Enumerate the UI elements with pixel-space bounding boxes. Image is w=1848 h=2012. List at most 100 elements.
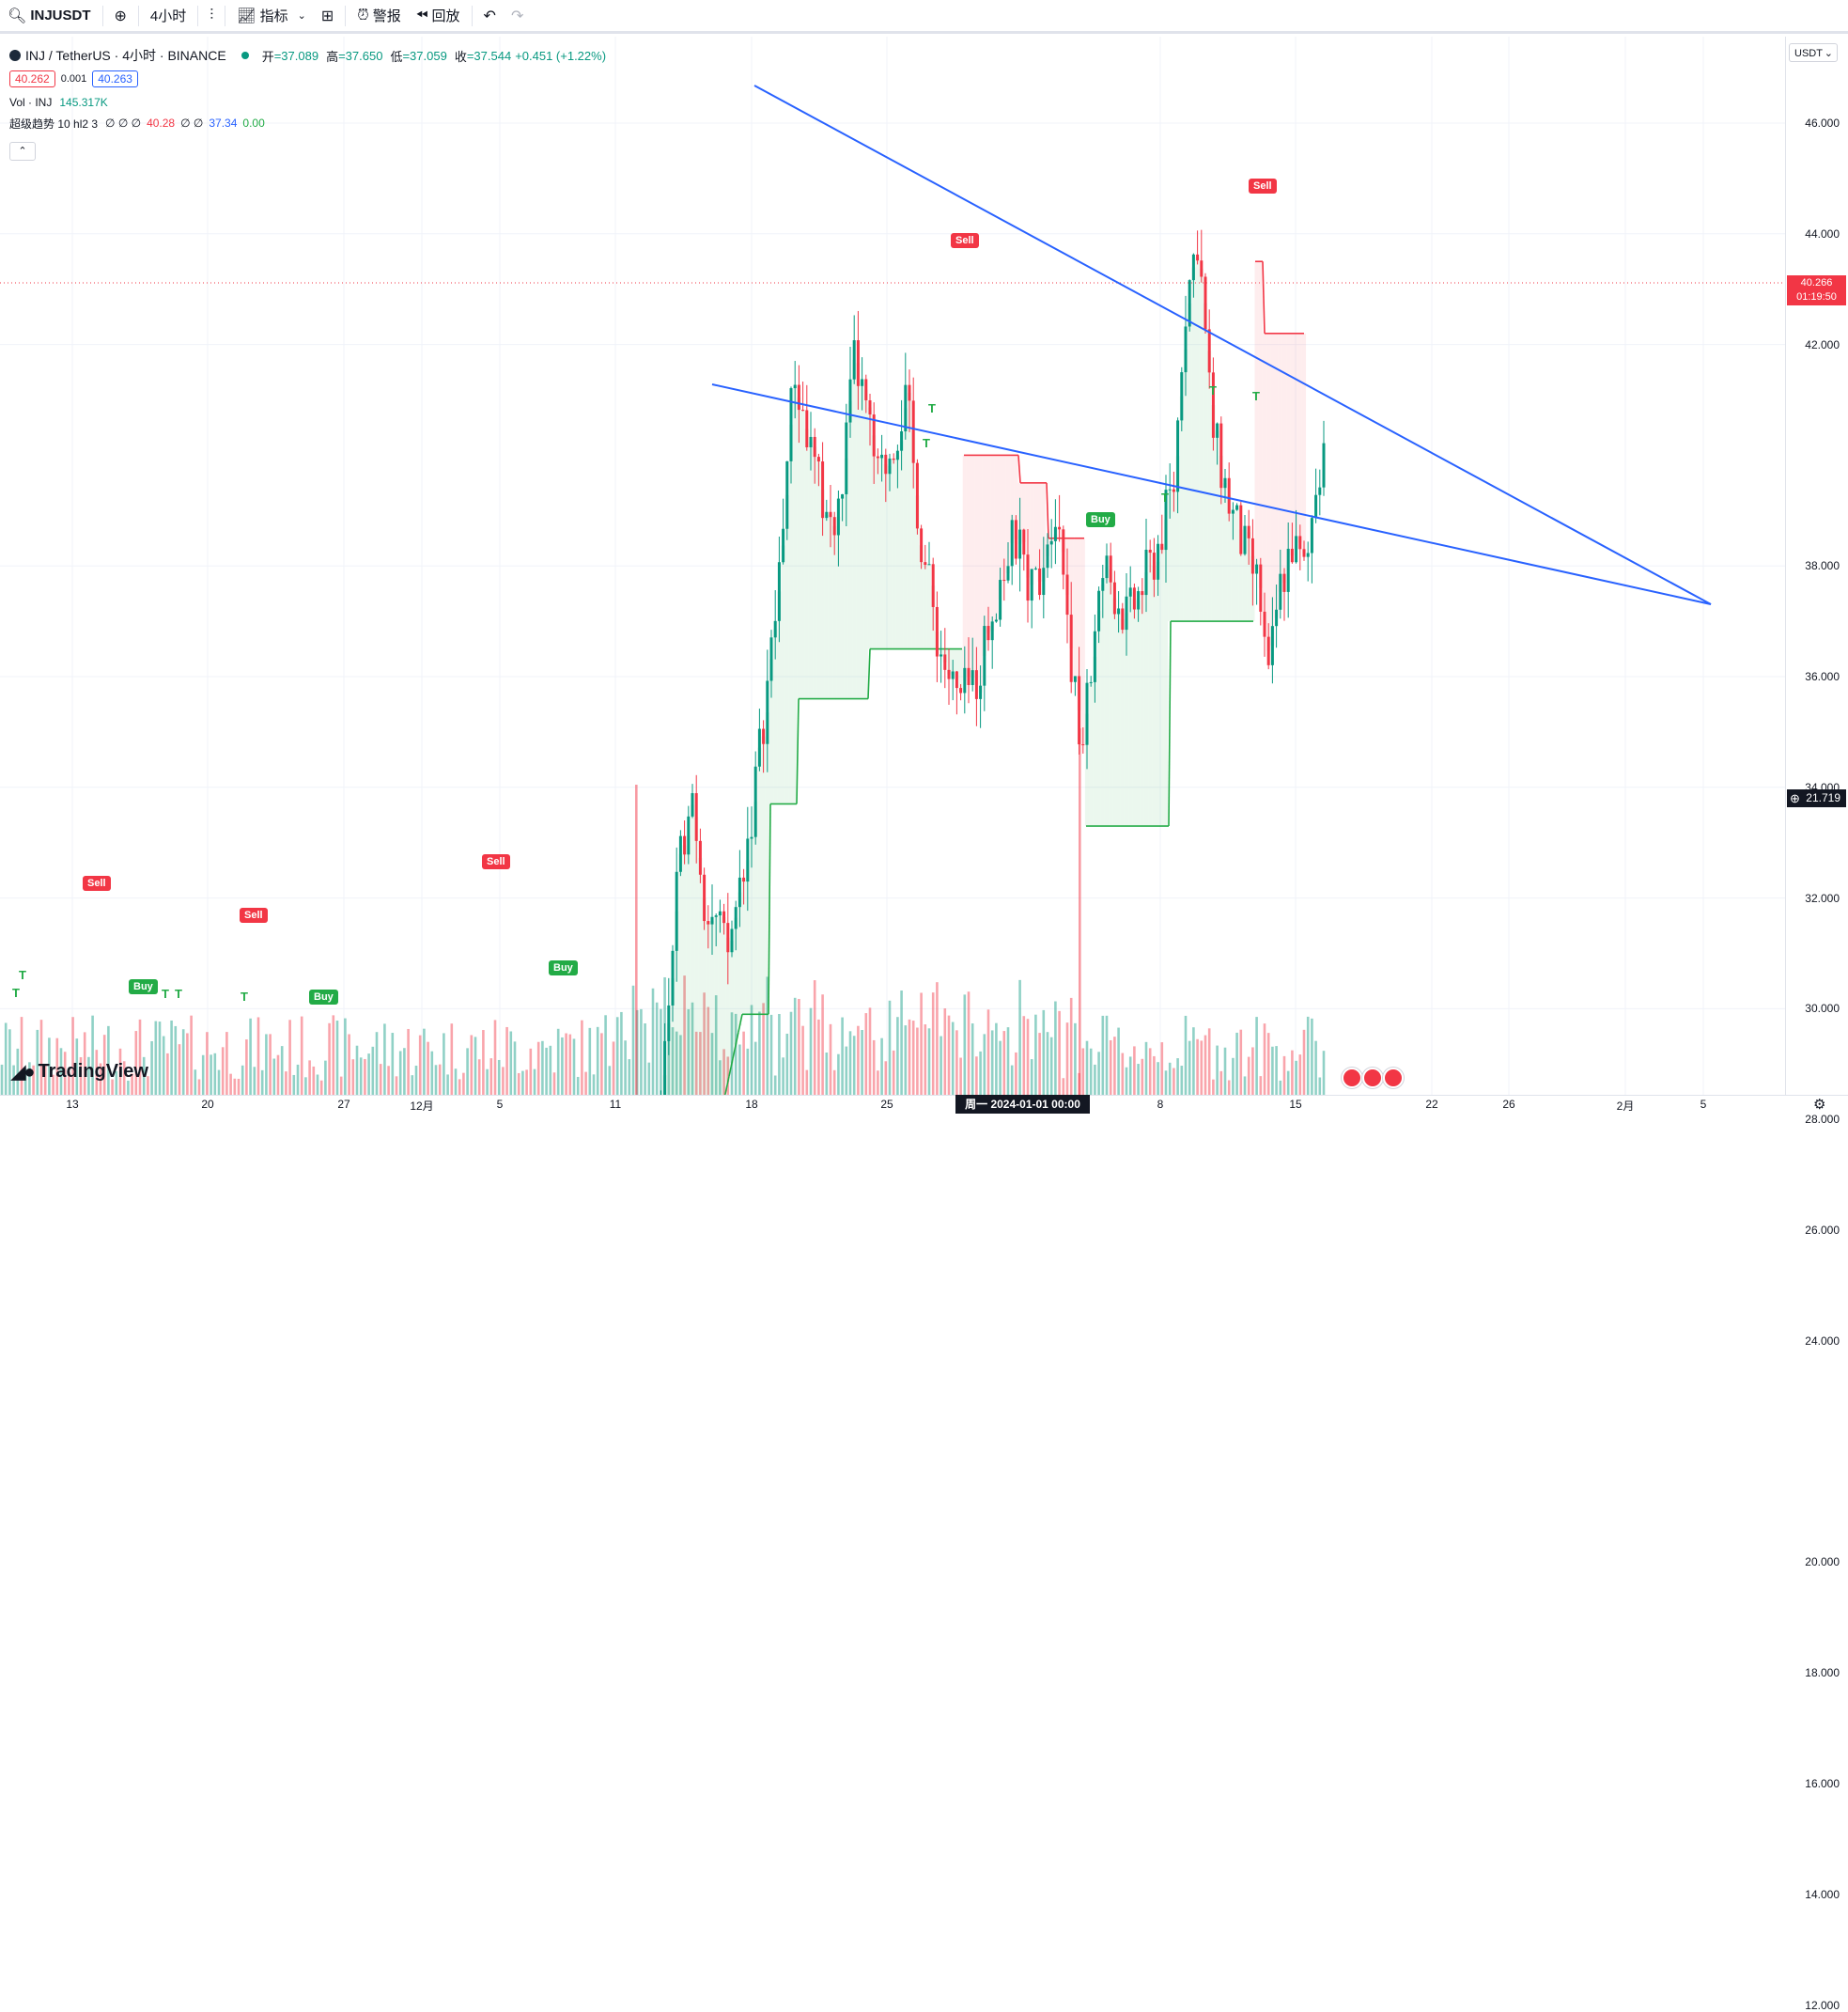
supertrend-fill: [1120, 618, 1125, 827]
candle-body: [789, 388, 793, 461]
volume-bar: [225, 1032, 228, 1095]
candle-body: [999, 580, 1002, 620]
chart-type-button[interactable]: ⫶: [202, 0, 221, 33]
interval-label: 4小时: [149, 8, 187, 24]
candle-body: [900, 431, 904, 451]
supertrend-line: [1262, 261, 1266, 334]
volume-bar: [536, 1041, 540, 1095]
close-value: =37.544: [466, 48, 512, 63]
volume-bar: [1295, 1060, 1297, 1095]
rewind-icon: ⏪︎: [415, 7, 428, 23]
replay-button[interactable]: ⏪︎ 回放: [409, 0, 468, 33]
price-axis[interactable]: 46.000 44.000 42.000 38.000 36.000 34.000 32.0…: [1785, 37, 1848, 2012]
t-signal: T: [162, 987, 169, 1001]
volume-bar: [631, 985, 635, 1095]
volume-bar: [707, 1006, 710, 1095]
supertrend-fill: [804, 429, 809, 699]
candle-body: [1204, 276, 1207, 330]
volume-bar: [213, 1053, 217, 1095]
price-tick-label: 44.000: [1805, 226, 1840, 241]
price-tick-label: 12.000: [1805, 1998, 1840, 2012]
volume-bar: [304, 1077, 307, 1095]
us-flag-event-icon[interactable]: [1362, 1068, 1383, 1088]
supertrend-label[interactable]: 超级趋势 10 hl2 3: [9, 117, 99, 131]
volume-label[interactable]: Vol · INJ: [9, 96, 53, 109]
trendline-lower[interactable]: [711, 383, 1712, 605]
volume-bar: [138, 1019, 142, 1095]
volume-bar: [1227, 1080, 1231, 1095]
candle-body: [793, 384, 797, 389]
volume-bar: [975, 1056, 978, 1095]
volume-bar: [335, 1021, 339, 1095]
redo-button[interactable]: ↷: [504, 0, 531, 33]
volume-bar: [1046, 1032, 1049, 1095]
supertrend-fill: [1281, 333, 1287, 584]
supertrend-fill: [769, 659, 774, 804]
symbol-legend-row: INJ / TetherUS · 4小时 · BINANCE 开 =37.089 …: [9, 45, 610, 66]
candle-body: [1310, 518, 1313, 554]
volume-bar: [339, 1076, 343, 1095]
time-tick-label: 25: [880, 1098, 893, 1111]
supertrend-fill: [1143, 572, 1149, 827]
time-axis[interactable]: 13 20 27 12月 5 11 18 25 8 15 22 26 2月 5: [0, 1095, 1848, 1114]
supertrend-fill: [1014, 455, 1018, 539]
volume-bar: [276, 1054, 280, 1095]
low-key: 低: [390, 49, 403, 64]
price-chart[interactable]: [0, 37, 1785, 1095]
volume-bar: [296, 1064, 300, 1095]
currency-selector[interactable]: USDT ⌄: [1789, 43, 1838, 62]
alerts-button[interactable]: ⏰︎ 警报: [349, 0, 409, 33]
volume-bar: [344, 1018, 347, 1095]
symbol-search-button[interactable]: 🔍︎ INJUSDT: [0, 0, 99, 33]
supertrend-fill: [1222, 482, 1228, 622]
buy-price-button[interactable]: 40.263: [92, 70, 138, 87]
volume-bar: [1271, 1046, 1274, 1095]
supertrend-fill: [994, 455, 999, 621]
volume-bar: [896, 1017, 899, 1095]
trendline-upper[interactable]: [753, 85, 1712, 605]
price-tick-label: 42.000: [1805, 337, 1840, 351]
undo-button[interactable]: ↶: [476, 0, 504, 33]
collapse-legend-button[interactable]: ⌃: [9, 142, 36, 161]
candle-body: [943, 654, 947, 670]
plus-circle-icon[interactable]: ⊕: [1790, 791, 1800, 805]
candle-body: [797, 384, 800, 411]
volume-bar: [131, 1073, 133, 1095]
volume-bar: [541, 1040, 544, 1095]
candle-body: [1191, 254, 1195, 281]
candle-body: [1263, 611, 1266, 637]
templates-button[interactable]: ⊞: [314, 0, 341, 33]
volume-bar: [809, 1007, 813, 1095]
us-flag-event-icon[interactable]: [1383, 1068, 1404, 1088]
volume-bar: [931, 992, 935, 1095]
supertrend-fill: [1163, 520, 1169, 827]
supertrend-fill: [1254, 261, 1259, 569]
gear-icon[interactable]: ⚙︎: [1813, 1097, 1826, 1113]
supertrend-fill: [1093, 656, 1097, 827]
crosshair-price-label: ⊕ 21.719: [1787, 789, 1846, 807]
legend-symbol-title[interactable]: INJ / TetherUS · 4小时 · BINANCE: [25, 48, 226, 63]
candle-body: [742, 877, 746, 882]
candle-body: [1073, 676, 1077, 682]
interval-button[interactable]: 4小时: [143, 0, 194, 33]
supertrend-fill: [1010, 455, 1015, 543]
volume-bar: [667, 1025, 671, 1095]
compare-symbol-button[interactable]: ⊕: [107, 0, 134, 33]
sell-signal: Sell: [482, 854, 510, 869]
candle-body: [722, 911, 726, 924]
volume-bar: [1192, 1027, 1195, 1095]
volume-bar: [174, 1025, 178, 1095]
sell-price-button[interactable]: 40.262: [9, 70, 55, 87]
tradingview-logo[interactable]: ◢● TradingView: [11, 1060, 148, 1084]
us-flag-event-icon[interactable]: [1342, 1068, 1362, 1088]
volume-bar: [782, 1057, 784, 1095]
volume-bars: [0, 728, 1326, 1095]
supertrend-fill: [824, 514, 829, 699]
volume-bar: [1172, 1068, 1175, 1095]
candle-body: [920, 528, 924, 563]
volume-bar: [166, 1053, 169, 1095]
volume-bar: [509, 1031, 513, 1095]
indicators-button[interactable]: 📈︎ 指标 ⌄: [229, 0, 314, 33]
candle-body: [1227, 477, 1231, 514]
volume-bar: [738, 1044, 741, 1095]
